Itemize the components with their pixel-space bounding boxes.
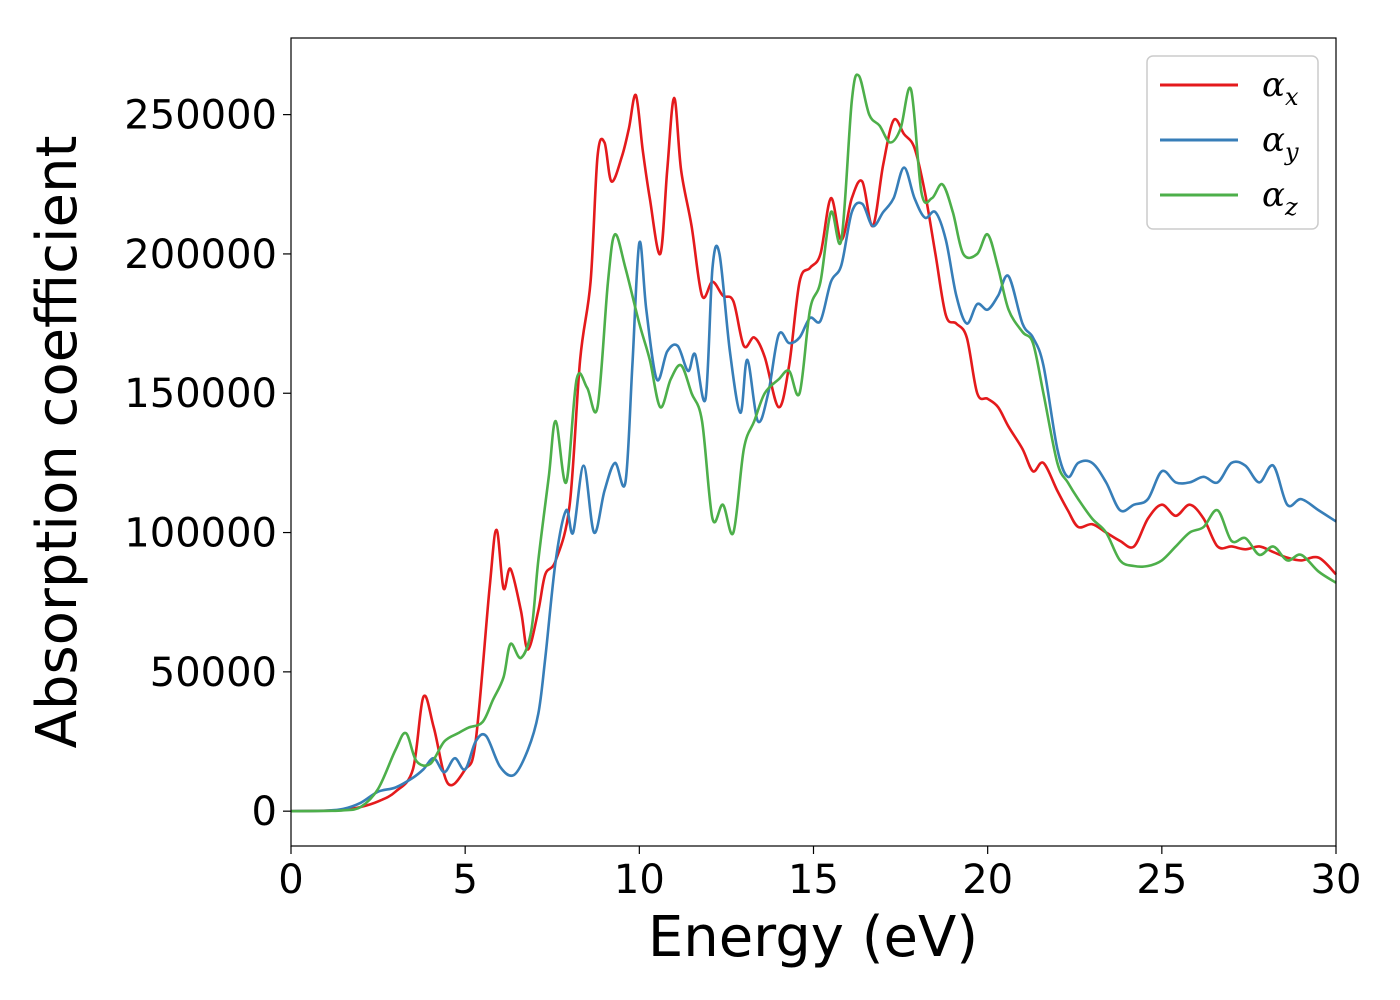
x-tick-label: 25 bbox=[1136, 857, 1187, 903]
y-tick-label: 100000 bbox=[124, 511, 277, 557]
y-tick-label: 150000 bbox=[124, 371, 277, 417]
y-tick-label: 50000 bbox=[150, 650, 277, 696]
y-tick-label: 200000 bbox=[124, 232, 277, 278]
legend-box bbox=[1146, 55, 1319, 230]
legend-label-x: αx bbox=[1262, 65, 1299, 111]
x-tick-label: 0 bbox=[278, 857, 303, 903]
x-tick-label: 15 bbox=[788, 857, 839, 903]
x-axis-label: Energy (eV) bbox=[648, 905, 978, 970]
y-tick-label: 250000 bbox=[124, 93, 277, 139]
x-tick-label: 10 bbox=[614, 857, 665, 903]
legend: αx αy αz bbox=[1146, 55, 1319, 230]
y-tick-label: 0 bbox=[252, 789, 277, 835]
y-axis-ticks: 0 50000 100000 150000 200000 250000 bbox=[124, 93, 291, 835]
x-tick-label: 5 bbox=[452, 857, 477, 903]
x-tick-label: 20 bbox=[962, 857, 1013, 903]
series-line-x bbox=[290, 93, 1337, 813]
legend-label-z: αz bbox=[1262, 175, 1298, 221]
y-axis-label: Absorption coefficient bbox=[25, 136, 90, 749]
legend-label-y: αy bbox=[1262, 120, 1299, 166]
series-line-z bbox=[290, 73, 1337, 813]
x-tick-label: 30 bbox=[1311, 857, 1362, 903]
series-line-y bbox=[290, 166, 1337, 813]
series-lines bbox=[290, 73, 1337, 813]
x-axis-ticks: 0 5 10 15 20 25 30 bbox=[278, 846, 1361, 903]
